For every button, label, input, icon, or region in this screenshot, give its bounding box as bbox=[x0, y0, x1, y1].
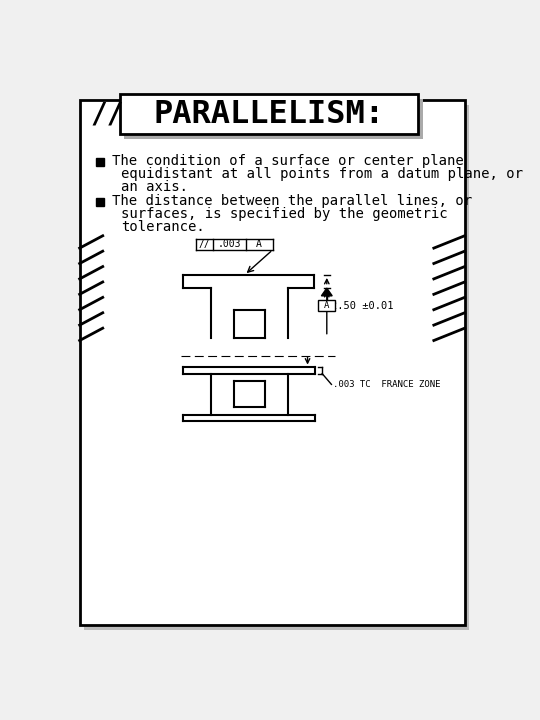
FancyBboxPatch shape bbox=[318, 300, 335, 311]
Text: A: A bbox=[256, 239, 262, 249]
Text: an axis.: an axis. bbox=[121, 180, 188, 194]
Text: //: // bbox=[199, 239, 210, 249]
Text: equidistant at all points from a datum plane, or: equidistant at all points from a datum p… bbox=[121, 167, 523, 181]
Text: .003: .003 bbox=[217, 239, 241, 249]
Text: PARALLELISM:: PARALLELISM: bbox=[153, 99, 384, 130]
Text: //: // bbox=[91, 100, 124, 128]
Text: 2.50 ±0.01: 2.50 ±0.01 bbox=[332, 301, 394, 311]
FancyBboxPatch shape bbox=[84, 105, 469, 630]
Text: surfaces, is specified by the geometric: surfaces, is specified by the geometric bbox=[121, 207, 448, 221]
FancyBboxPatch shape bbox=[120, 94, 418, 134]
Polygon shape bbox=[321, 288, 332, 296]
Text: .003 TC  FRANCE ZONE: .003 TC FRANCE ZONE bbox=[333, 380, 441, 389]
FancyBboxPatch shape bbox=[79, 100, 464, 626]
FancyBboxPatch shape bbox=[124, 99, 423, 139]
Text: The condition of a surface or center plane: The condition of a surface or center pla… bbox=[112, 154, 464, 168]
Text: tolerance.: tolerance. bbox=[121, 220, 205, 234]
Text: The distance between the parallel lines, or: The distance between the parallel lines,… bbox=[112, 194, 472, 208]
Text: A: A bbox=[324, 302, 329, 310]
